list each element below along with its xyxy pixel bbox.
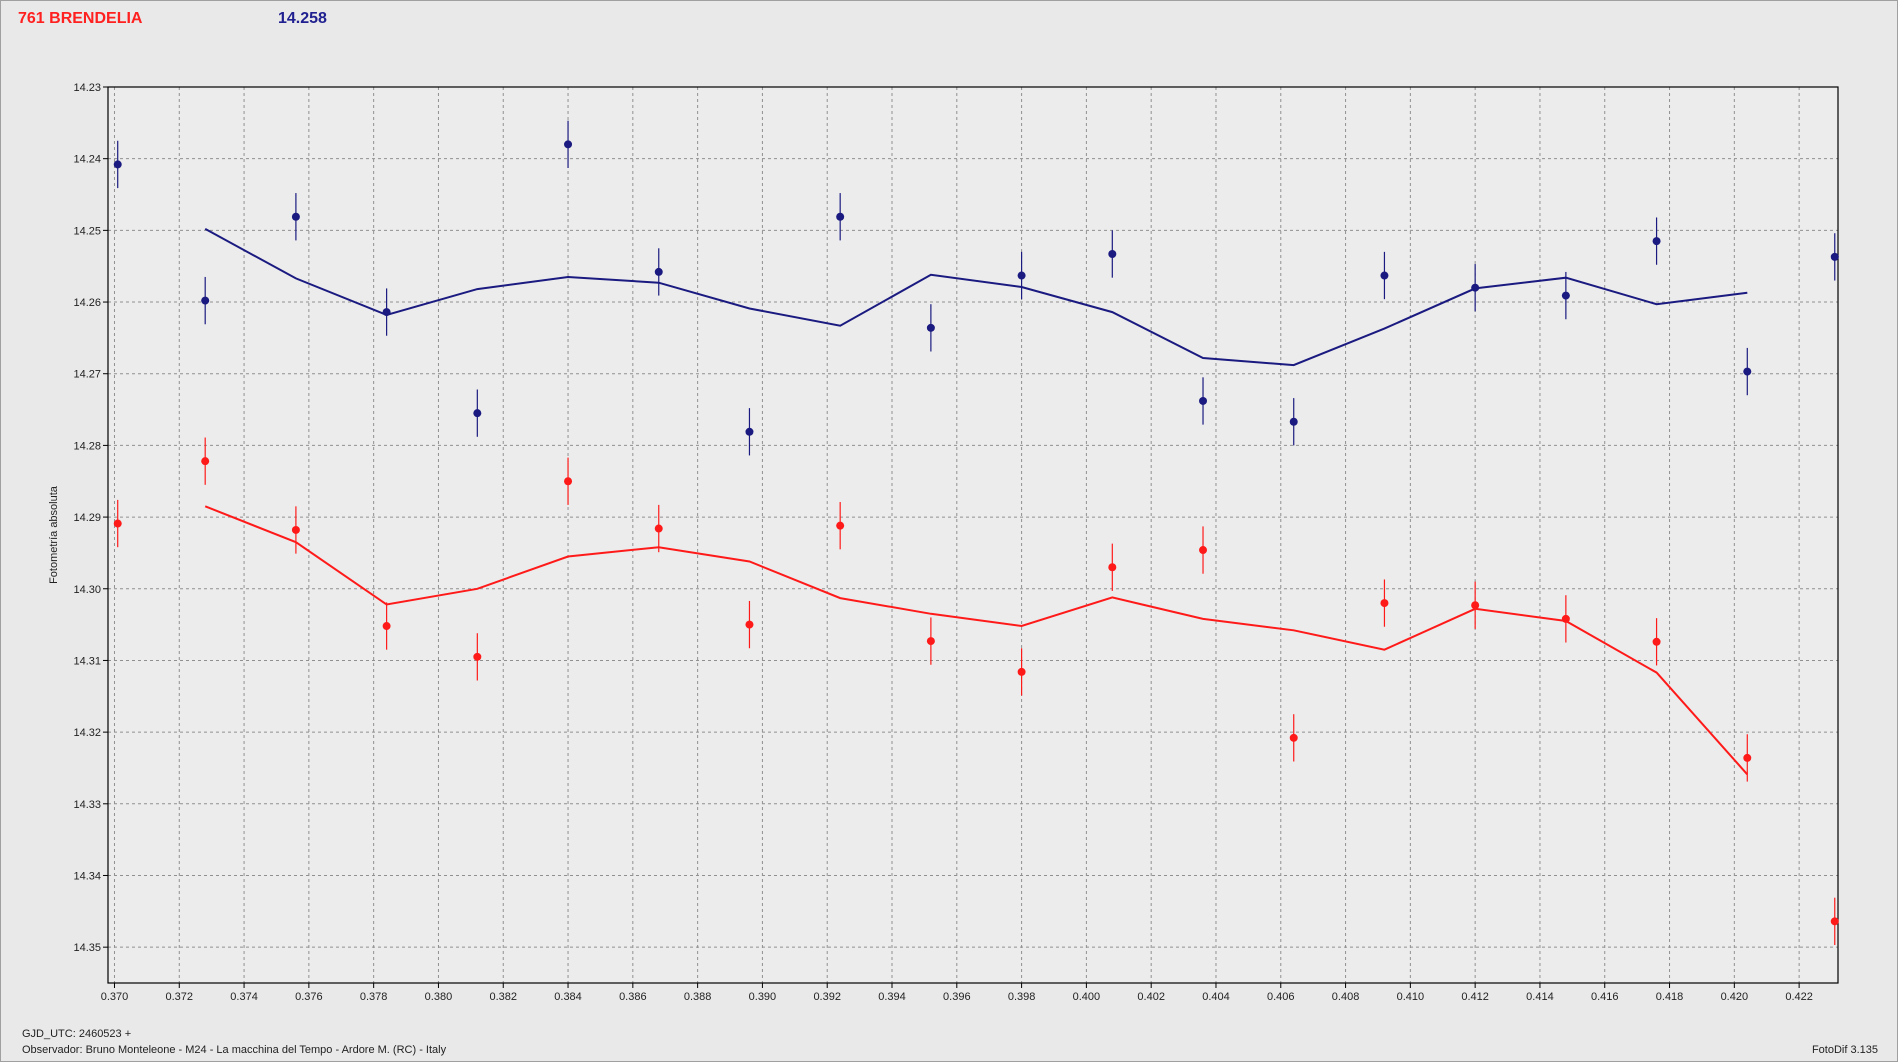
plot-area — [108, 87, 1838, 983]
data-point-series-0 — [473, 409, 482, 418]
x-tick-label: 0.380 — [425, 991, 453, 1003]
x-tick-label: 0.394 — [878, 991, 906, 1003]
observer-label: Observador: Bruno Monteleone - M24 - La … — [22, 1044, 447, 1056]
x-tick-label: 0.404 — [1202, 991, 1230, 1003]
data-point-series-0 — [113, 160, 122, 169]
y-tick-label: 14.30 — [73, 584, 101, 596]
software-version: FotoDif 3.135 — [1811, 1044, 1878, 1056]
x-tick-label: 0.398 — [1008, 991, 1036, 1003]
y-tick-label: 14.33 — [73, 799, 101, 811]
y-tick-label: 14.29 — [73, 512, 101, 524]
data-point-series-1 — [1289, 733, 1298, 742]
x-tick-label: 0.418 — [1656, 991, 1684, 1003]
x-tick-label: 0.390 — [749, 991, 777, 1003]
y-tick-label: 14.25 — [73, 225, 101, 237]
x-tick-label: 0.396 — [943, 991, 971, 1003]
x-tick-label: 0.392 — [813, 991, 841, 1003]
x-tick-label: 0.384 — [554, 991, 582, 1003]
data-point-series-0 — [926, 323, 935, 332]
data-point-series-1 — [1652, 637, 1661, 646]
data-point-series-0 — [1289, 417, 1298, 426]
data-point-series-1 — [113, 519, 122, 528]
x-tick-label: 0.376 — [295, 991, 323, 1003]
y-tick-label: 14.23 — [73, 82, 101, 94]
y-axis-label: Fotometría absoluta — [48, 485, 60, 584]
data-point-series-0 — [1743, 367, 1752, 376]
data-point-series-0 — [1017, 271, 1026, 280]
data-point-series-0 — [382, 308, 391, 317]
x-tick-label: 0.386 — [619, 991, 647, 1003]
data-point-series-1 — [1380, 599, 1389, 608]
x-tick-label: 0.406 — [1267, 991, 1295, 1003]
x-tick-label: 0.414 — [1526, 991, 1554, 1003]
y-tick-label: 14.27 — [73, 369, 101, 381]
light-curve-chart: 0.370 0.372 0.374 0.376 0.378 0.380 0.382 0.384… — [48, 82, 1839, 1003]
data-point-series-1 — [836, 521, 845, 530]
x-tick-label: 0.408 — [1332, 991, 1360, 1003]
data-point-series-0 — [564, 140, 573, 149]
x-tick-label: 0.378 — [360, 991, 388, 1003]
data-point-series-1 — [1108, 563, 1117, 572]
data-point-series-1 — [1199, 546, 1208, 555]
x-tick-label: 0.422 — [1785, 991, 1813, 1003]
data-point-series-1 — [382, 622, 391, 631]
y-tick-label: 14.26 — [73, 297, 101, 309]
x-tick-label: 0.412 — [1461, 991, 1489, 1003]
data-point-series-0 — [836, 212, 845, 221]
data-point-series-0 — [1561, 291, 1570, 300]
data-point-series-0 — [1380, 271, 1389, 280]
data-point-series-1 — [201, 457, 210, 466]
x-tick-label: 0.416 — [1591, 991, 1619, 1003]
data-point-series-0 — [654, 267, 663, 276]
data-point-series-1 — [1743, 753, 1752, 762]
x-tick-label: 0.382 — [489, 991, 517, 1003]
x-tick-label: 0.370 — [101, 991, 129, 1003]
x-tick-label: 0.410 — [1397, 991, 1425, 1003]
data-point-series-1 — [473, 652, 482, 661]
fit-line-series-1 — [204, 505, 1749, 776]
x-tick-label: 0.420 — [1721, 991, 1749, 1003]
data-point-series-1 — [654, 524, 663, 533]
data-point-series-0 — [1830, 252, 1839, 261]
y-tick-label: 14.32 — [73, 727, 101, 739]
data-point-series-1 — [1561, 614, 1570, 623]
fit-line-series-0 — [204, 228, 1748, 367]
data-point-series-0 — [1199, 396, 1208, 405]
data-point-series-1 — [1017, 667, 1026, 676]
data-point-series-1 — [745, 620, 754, 629]
data-point-series-1 — [1830, 917, 1839, 926]
data-point-series-0 — [1471, 283, 1480, 292]
data-point-series-0 — [1108, 250, 1117, 259]
data-point-series-1 — [926, 637, 935, 646]
data-point-series-1 — [1471, 601, 1480, 610]
data-point-series-0 — [201, 296, 210, 305]
y-tick-label: 14.24 — [73, 154, 101, 166]
y-tick-label: 14.35 — [73, 942, 101, 954]
y-tick-label: 14.31 — [73, 655, 101, 667]
mean-magnitude: 14.258 — [278, 10, 327, 27]
data-point-series-1 — [291, 525, 300, 534]
object-name: 761 BRENDELIA — [18, 10, 143, 27]
x-tick-label: 0.400 — [1073, 991, 1101, 1003]
x-tick-label: 0.402 — [1137, 991, 1165, 1003]
x-tick-label: 0.372 — [166, 991, 194, 1003]
y-tick-label: 14.34 — [73, 870, 101, 882]
data-point-series-1 — [564, 477, 573, 486]
data-point-series-0 — [291, 212, 300, 221]
x-tick-label: 0.374 — [230, 991, 258, 1003]
data-point-series-0 — [745, 427, 754, 436]
gjd-label: GJD_UTC: 2460523 + — [22, 1028, 132, 1040]
data-point-series-0 — [1652, 237, 1661, 246]
x-tick-label: 0.388 — [684, 991, 712, 1003]
plot-border — [107, 86, 1839, 984]
y-tick-label: 14.28 — [73, 440, 101, 452]
